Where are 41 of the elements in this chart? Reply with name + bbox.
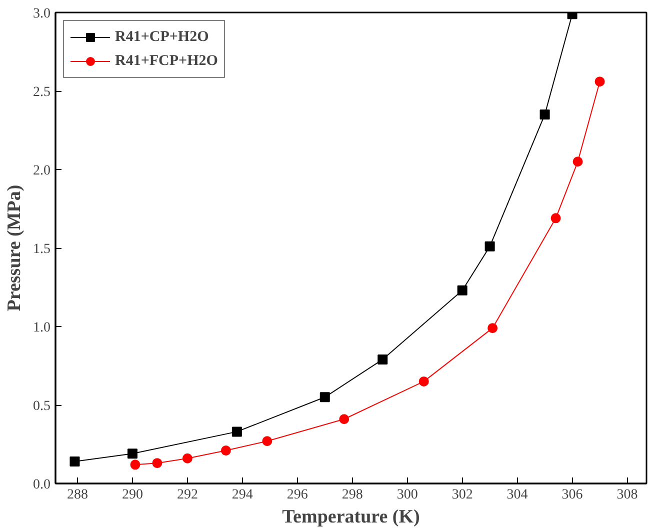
- x-tick-label: 296: [286, 488, 308, 502]
- y-tick-label: 2.5: [33, 85, 50, 100]
- x-tick-label: 308: [616, 488, 638, 502]
- x-tick-label: 300: [396, 488, 418, 502]
- x-tick-label: 298: [342, 488, 363, 502]
- point: [484, 241, 495, 252]
- x-axis-title: Temperature (K): [282, 506, 420, 528]
- legend-label: R41+CP+H2O: [115, 28, 209, 46]
- point: [182, 453, 192, 464]
- x-tick-label: 292: [176, 488, 198, 502]
- x-tick-label: 290: [122, 488, 143, 502]
- point: [127, 448, 138, 459]
- point: [232, 426, 242, 437]
- point: [550, 213, 561, 224]
- y-axis-title: Pressure (MPa): [4, 184, 25, 312]
- y-tick-label: 1.0: [33, 320, 50, 336]
- point: [418, 376, 429, 386]
- x-tick-label: 288: [66, 488, 88, 502]
- legend-label: R41+FCP+H2O: [115, 52, 218, 70]
- y-tick-label: 0.0: [33, 478, 50, 492]
- point: [220, 446, 231, 456]
- point: [152, 458, 162, 468]
- point: [488, 323, 498, 334]
- y-tick-label: 0.5: [33, 399, 50, 414]
- y-tick-label: 3.0: [33, 6, 50, 22]
- y-tick-label: 2.0: [33, 164, 50, 178]
- x-tick-label: 294: [232, 488, 253, 502]
- point: [262, 436, 272, 446]
- point: [70, 456, 80, 467]
- point: [572, 156, 583, 167]
- point: [130, 460, 140, 470]
- x-tick-label: 304: [506, 488, 528, 502]
- point: [594, 76, 605, 87]
- point: [457, 285, 468, 296]
- point: [540, 110, 550, 120]
- y-tick-label: 1.5: [33, 242, 50, 257]
- x-tick-label: 306: [562, 488, 583, 502]
- x-tick-label: 302: [452, 488, 473, 502]
- point: [339, 414, 350, 424]
- point: [378, 354, 388, 364]
- point: [320, 392, 330, 402]
